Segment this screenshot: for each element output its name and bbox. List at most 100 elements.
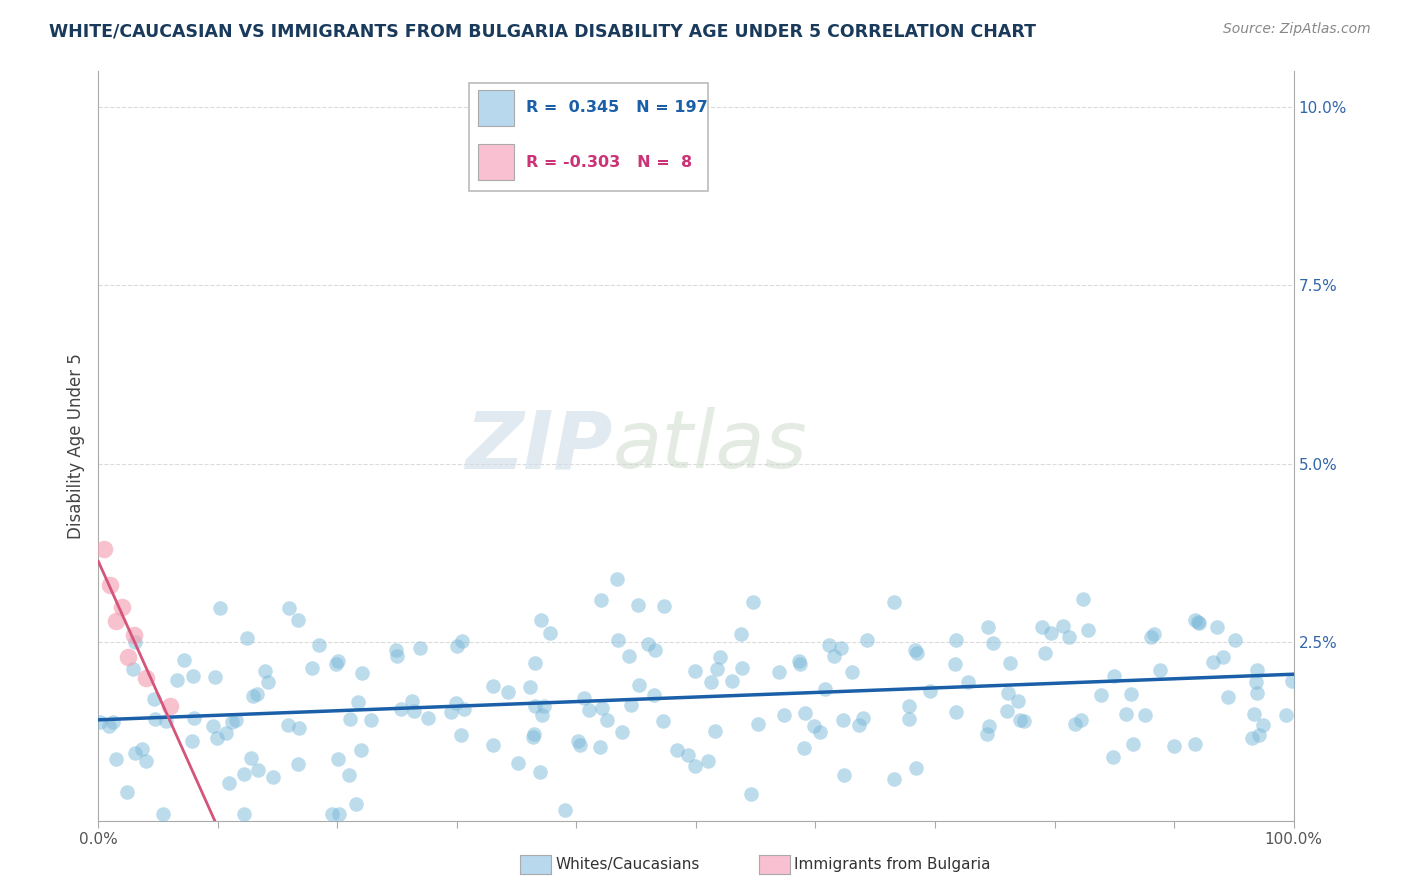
Point [1251, 718, 1274, 732]
Point [453, 702, 475, 716]
Point [288, 721, 311, 735]
Point [977, 620, 1000, 634]
Point [1052, 619, 1074, 633]
Point [607, 633, 630, 648]
Point [818, 638, 841, 652]
Point [337, 768, 360, 782]
Point [347, 695, 370, 709]
Point [956, 675, 979, 690]
Point [496, 685, 519, 699]
Point [1101, 749, 1123, 764]
Point [242, 689, 264, 703]
Point [830, 640, 852, 655]
Point [339, 712, 361, 726]
Point [523, 727, 546, 741]
Point [897, 712, 920, 726]
Text: ZIP: ZIP [465, 407, 613, 485]
Point [1077, 623, 1099, 637]
Point [287, 614, 309, 628]
Point [1143, 627, 1166, 641]
Point [1071, 592, 1094, 607]
Point [976, 726, 998, 740]
Point [703, 724, 725, 739]
Point [360, 714, 382, 728]
Point [256, 674, 278, 689]
Point [627, 598, 650, 612]
Point [1090, 688, 1112, 702]
Point [1149, 663, 1171, 677]
Point [205, 731, 228, 746]
Point [848, 718, 870, 732]
Point [440, 705, 463, 719]
Point [409, 640, 432, 655]
Point [111, 599, 134, 614]
Point [904, 643, 927, 657]
Point [519, 680, 541, 694]
Point [533, 699, 555, 714]
Point [325, 657, 347, 672]
Point [578, 703, 600, 717]
Point [385, 649, 408, 664]
Point [328, 654, 350, 668]
Point [308, 638, 330, 652]
Point [1281, 673, 1303, 688]
Point [591, 701, 613, 715]
Point [1206, 620, 1229, 634]
Point [1241, 731, 1264, 746]
Point [730, 627, 752, 641]
Point [569, 738, 592, 752]
Point [905, 647, 928, 661]
Point [852, 711, 875, 725]
Text: atlas: atlas [613, 407, 807, 485]
Point [531, 707, 554, 722]
Point [124, 635, 146, 649]
Point [1070, 713, 1092, 727]
Point [981, 635, 1004, 649]
Point [589, 739, 612, 754]
Point [344, 797, 367, 811]
Point [135, 671, 157, 685]
Point [124, 746, 146, 760]
Point [945, 633, 967, 648]
Point [401, 694, 423, 708]
Point [98, 719, 121, 733]
Point [208, 601, 231, 615]
Point [215, 725, 238, 739]
Point [567, 734, 589, 748]
Text: WHITE/CAUCASIAN VS IMMIGRANTS FROM BULGARIA DISABILITY AGE UNDER 5 CORRELATION C: WHITE/CAUCASIAN VS IMMIGRANTS FROM BULGA… [49, 22, 1036, 40]
Point [278, 601, 301, 615]
Point [1115, 706, 1137, 721]
Point [218, 776, 240, 790]
Point [617, 649, 640, 664]
Point [814, 682, 837, 697]
Point [644, 643, 666, 657]
Point [721, 673, 744, 688]
Point [1212, 650, 1234, 665]
Point [706, 662, 728, 676]
Point [995, 704, 1018, 718]
Point [918, 684, 941, 698]
Point [404, 705, 426, 719]
Point [524, 699, 547, 714]
Point [246, 764, 269, 778]
Point [945, 705, 967, 719]
Point [943, 657, 966, 671]
Point [105, 752, 128, 766]
Point [855, 632, 877, 647]
Point [143, 712, 166, 726]
Point [301, 661, 323, 675]
Point [181, 733, 204, 747]
Point [683, 665, 706, 679]
Point [328, 806, 350, 821]
Point [620, 698, 643, 713]
Point [350, 666, 373, 681]
Point [1057, 630, 1080, 644]
Point [841, 665, 863, 679]
Point [1246, 686, 1268, 700]
Point [1275, 708, 1298, 723]
FancyBboxPatch shape [478, 144, 515, 180]
Point [803, 719, 825, 733]
Point [98, 578, 122, 592]
Point [832, 768, 855, 782]
Point [101, 715, 124, 730]
